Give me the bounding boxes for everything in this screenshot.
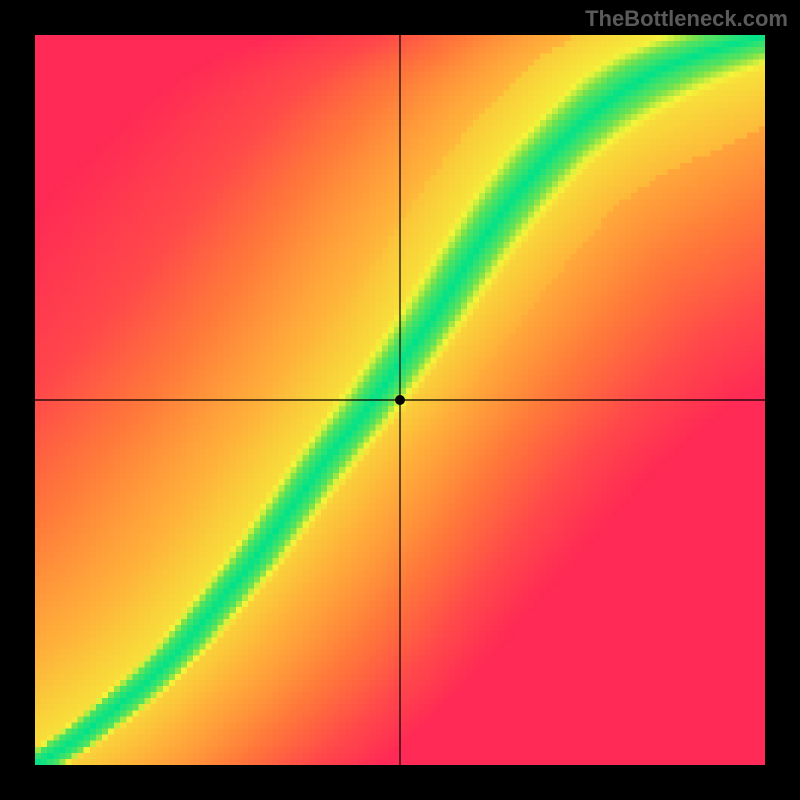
bottleneck-heatmap [35,35,765,765]
chart-container: TheBottleneck.com [0,0,800,800]
watermark-label: TheBottleneck.com [585,6,788,32]
